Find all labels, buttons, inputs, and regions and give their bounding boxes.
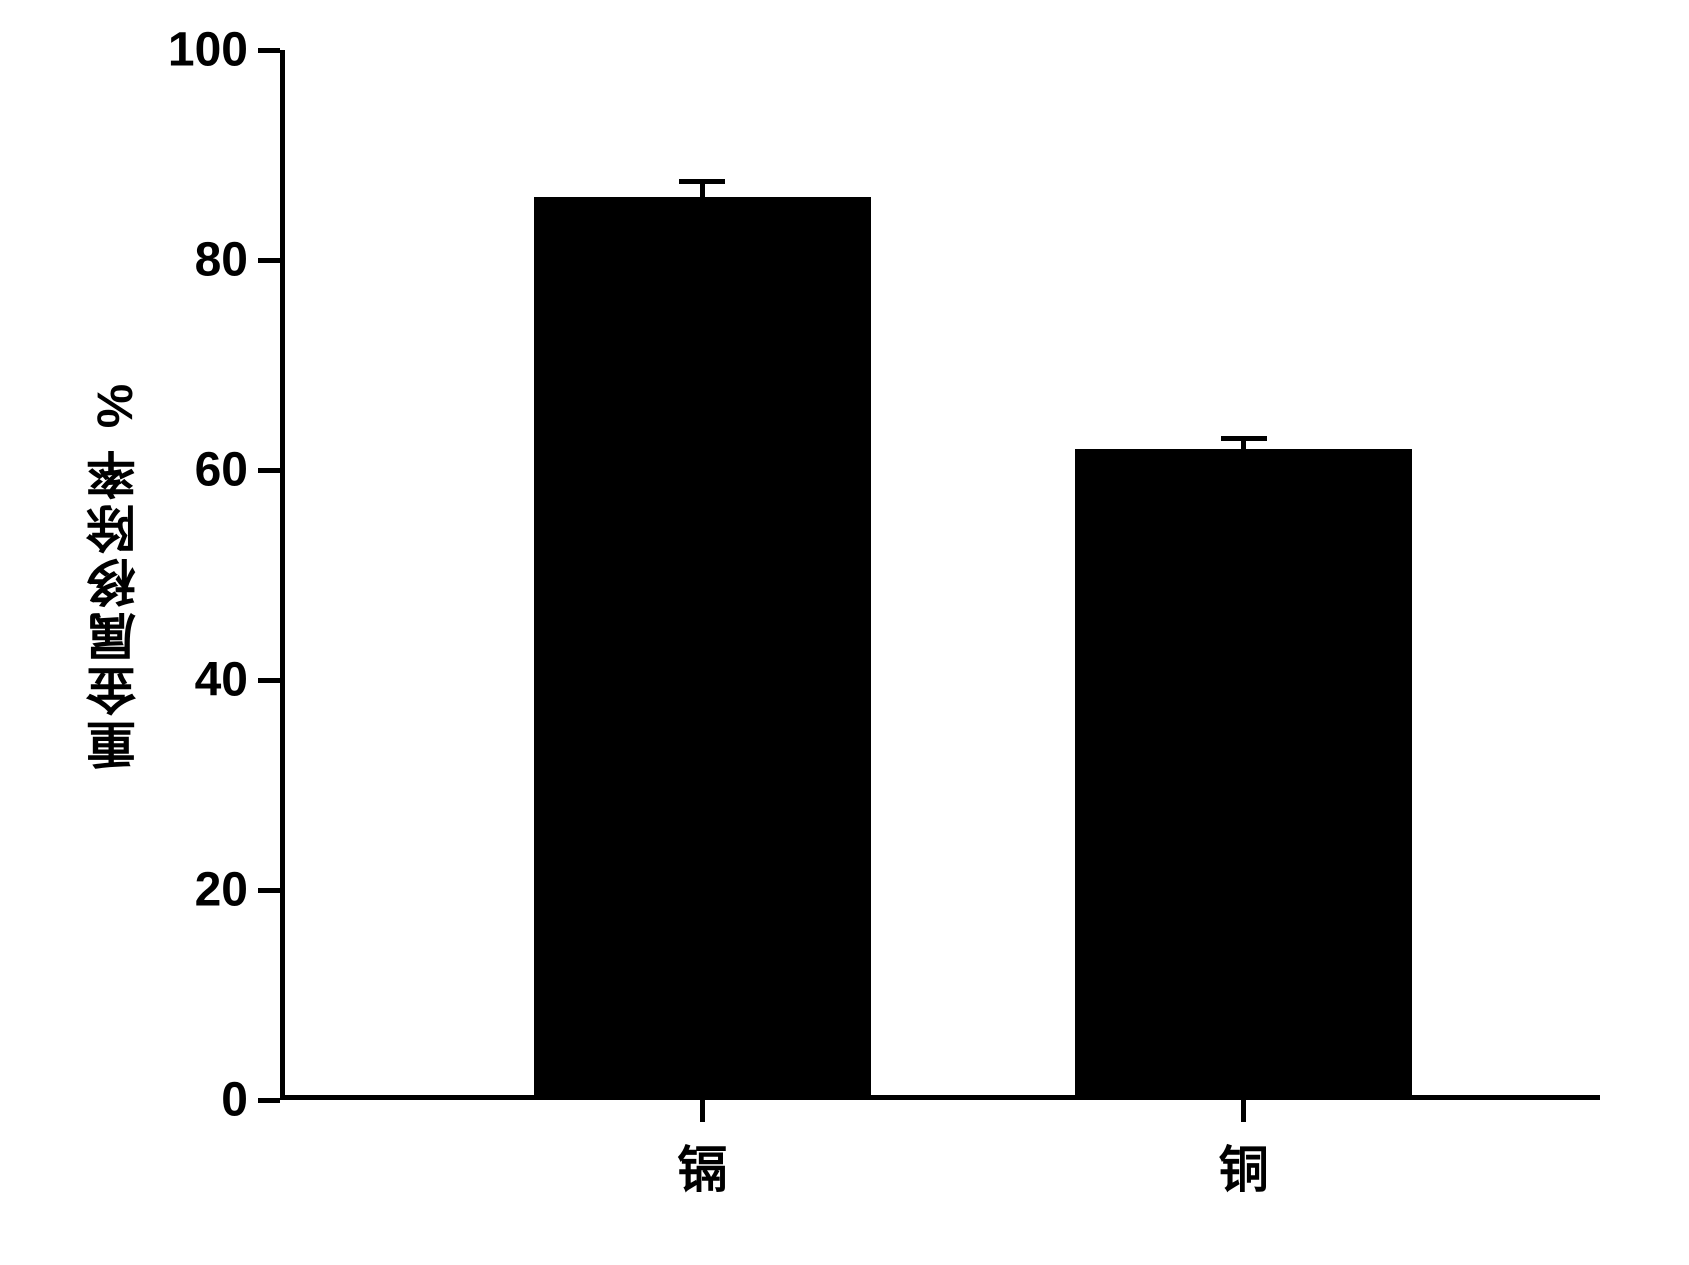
x-axis-line — [280, 1095, 1600, 1100]
chart-container: 重金属移除率 % 020406080100 镉铜 — [80, 30, 1640, 1210]
y-tick-label: 100 — [168, 23, 280, 78]
y-tick-label: 60 — [195, 443, 280, 498]
y-axis-line — [280, 50, 285, 1100]
error-cap — [679, 179, 725, 184]
error-cap — [1221, 436, 1267, 441]
bar-铜 — [1075, 449, 1412, 1095]
y-axis-title: 重金属移除率 % — [79, 380, 151, 770]
y-tick-label: 20 — [195, 863, 280, 918]
error-stem — [700, 181, 705, 202]
x-tick-label: 镉 — [677, 1100, 727, 1202]
y-tick-label: 0 — [221, 1073, 280, 1128]
x-tick-label: 铜 — [1219, 1100, 1269, 1202]
plot-area: 重金属移除率 % 020406080100 镉铜 — [280, 50, 1600, 1100]
y-tick-label: 40 — [195, 653, 280, 708]
bar-镉 — [534, 197, 871, 1095]
y-tick-label: 80 — [195, 233, 280, 288]
